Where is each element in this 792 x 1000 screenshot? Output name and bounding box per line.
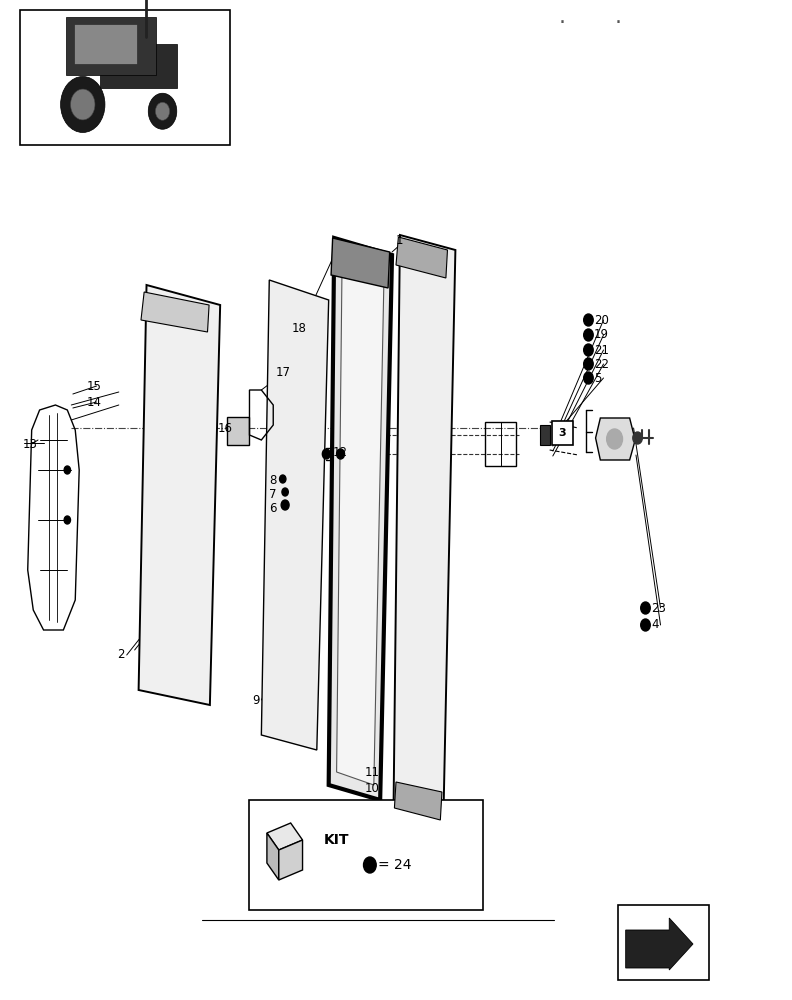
Text: ·: · bbox=[615, 13, 621, 33]
Text: 20: 20 bbox=[594, 314, 609, 326]
Text: 8: 8 bbox=[269, 474, 276, 487]
Text: 16: 16 bbox=[218, 422, 233, 434]
Circle shape bbox=[364, 857, 376, 873]
Text: 10: 10 bbox=[364, 782, 379, 794]
Text: 12: 12 bbox=[333, 446, 348, 458]
Polygon shape bbox=[396, 237, 447, 278]
Text: 4: 4 bbox=[651, 618, 658, 632]
Circle shape bbox=[337, 449, 345, 459]
Circle shape bbox=[60, 77, 105, 132]
Text: 23: 23 bbox=[651, 601, 666, 614]
Circle shape bbox=[281, 500, 289, 510]
Text: = 24: = 24 bbox=[378, 858, 411, 872]
Polygon shape bbox=[626, 918, 693, 970]
Circle shape bbox=[633, 432, 642, 444]
Text: ·: · bbox=[559, 13, 565, 33]
Polygon shape bbox=[331, 238, 390, 288]
Circle shape bbox=[641, 602, 650, 614]
Text: 17: 17 bbox=[276, 365, 291, 378]
Polygon shape bbox=[267, 833, 279, 880]
Text: 14: 14 bbox=[87, 395, 102, 408]
Text: 21: 21 bbox=[594, 344, 609, 357]
Circle shape bbox=[584, 344, 593, 356]
Polygon shape bbox=[267, 823, 303, 850]
Text: 5: 5 bbox=[594, 371, 601, 384]
Polygon shape bbox=[66, 17, 156, 75]
Polygon shape bbox=[74, 23, 137, 64]
Text: KIT: KIT bbox=[324, 833, 349, 847]
Circle shape bbox=[282, 488, 288, 496]
Circle shape bbox=[148, 93, 177, 129]
Text: 22: 22 bbox=[594, 358, 609, 370]
Bar bbox=[618, 905, 709, 980]
Polygon shape bbox=[279, 840, 303, 880]
Polygon shape bbox=[394, 235, 455, 812]
Polygon shape bbox=[261, 280, 329, 750]
Polygon shape bbox=[394, 782, 442, 820]
Circle shape bbox=[584, 358, 593, 370]
Text: 19: 19 bbox=[594, 328, 609, 342]
Text: 3: 3 bbox=[558, 428, 566, 438]
Circle shape bbox=[607, 429, 623, 449]
Circle shape bbox=[280, 475, 286, 483]
Circle shape bbox=[70, 89, 95, 120]
Text: 1: 1 bbox=[396, 233, 403, 246]
Circle shape bbox=[641, 619, 650, 631]
Text: 9: 9 bbox=[252, 694, 259, 706]
Text: 11: 11 bbox=[364, 766, 379, 778]
Polygon shape bbox=[139, 285, 220, 705]
Polygon shape bbox=[596, 418, 635, 460]
Bar bbox=[552, 421, 573, 445]
Circle shape bbox=[584, 372, 593, 384]
Circle shape bbox=[155, 102, 169, 120]
Polygon shape bbox=[141, 292, 209, 332]
Text: 18: 18 bbox=[291, 322, 307, 334]
Circle shape bbox=[322, 449, 330, 459]
Circle shape bbox=[64, 516, 70, 524]
Polygon shape bbox=[337, 255, 384, 785]
Text: 2: 2 bbox=[117, 648, 124, 662]
Text: 15: 15 bbox=[87, 379, 102, 392]
Bar bbox=[20, 10, 230, 145]
Text: 7: 7 bbox=[269, 488, 276, 500]
Bar bbox=[227, 417, 249, 445]
Bar bbox=[540, 425, 550, 445]
Circle shape bbox=[64, 466, 70, 474]
Circle shape bbox=[584, 314, 593, 326]
Polygon shape bbox=[100, 44, 177, 88]
Text: 13: 13 bbox=[22, 438, 37, 450]
Circle shape bbox=[584, 329, 593, 341]
Polygon shape bbox=[329, 238, 392, 800]
Text: 6: 6 bbox=[269, 502, 276, 514]
Bar bbox=[249, 800, 483, 910]
